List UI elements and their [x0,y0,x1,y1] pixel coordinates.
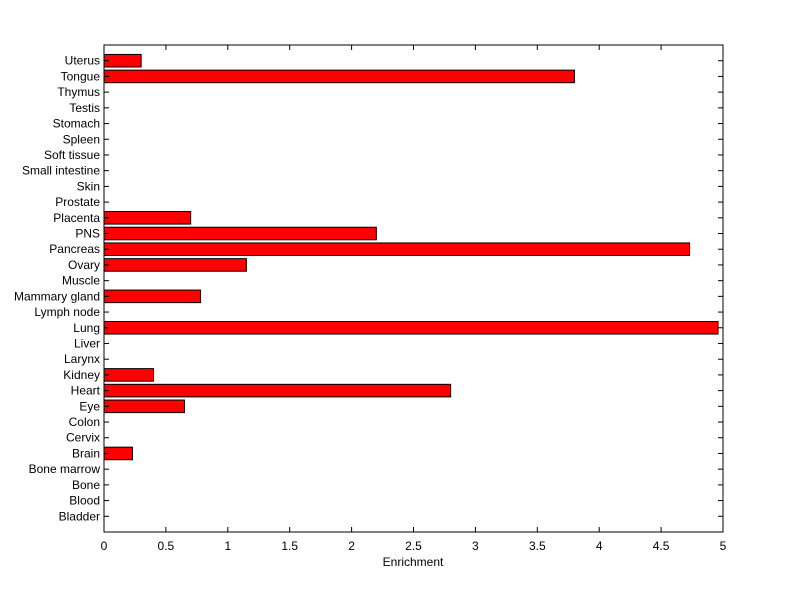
y-tick-label: PNS [75,227,100,241]
y-tick-label: Muscle [62,274,100,288]
y-tick-label: Lung [73,321,100,335]
axes-box [103,44,724,533]
y-tick-label: Larynx [64,352,100,366]
bar [103,289,202,304]
bar [103,69,575,84]
y-tick-label: Liver [74,336,100,350]
y-tick-label: Small intestine [22,164,100,178]
bar [103,242,691,257]
x-tick-label: 1 [224,539,231,553]
bar [103,226,377,241]
x-tick-label: 1.5 [281,539,298,553]
plot-area [104,45,723,532]
y-tick-label: Mammary gland [14,289,100,303]
bar [103,53,142,68]
y-tick-label: Lymph node [34,305,100,319]
y-tick-label: Colon [69,415,100,429]
bar [103,399,185,414]
x-axis-label: Enrichment [383,555,444,569]
y-tick-label: Eye [79,399,100,413]
x-tick-label: 3 [472,539,479,553]
y-tick-label: Prostate [55,195,100,209]
bar [103,320,719,335]
y-tick-label: Spleen [63,132,100,146]
x-tick-label: 4 [596,539,603,553]
bar [103,368,155,382]
y-tick-label: Bone marrow [29,462,101,476]
x-tick-label: 5 [720,539,727,553]
y-tick-label: Kidney [63,368,100,382]
bar [103,211,192,225]
y-tick-label: Stomach [53,117,100,131]
y-tick-label: Testis [69,101,100,115]
y-tick-label: Skin [77,179,100,193]
y-tick-label: Uterus [65,54,100,68]
x-tick-label: 2 [348,539,355,553]
y-tick-label: Bone [72,478,100,492]
y-tick-label: Pancreas [49,242,100,256]
bar [103,383,452,398]
y-tick-label: Blood [69,494,100,508]
y-tick-label: Tongue [61,69,101,83]
bar [103,258,247,272]
y-tick-label: Cervix [66,431,100,445]
x-tick-label: 4.5 [653,539,670,553]
x-tick-label: 2.5 [405,539,422,553]
y-tick-label: Brain [72,446,100,460]
x-tick-label: 0 [101,539,108,553]
y-tick-label: Heart [71,384,101,398]
y-tick-label: Thymus [57,85,100,99]
y-tick-label: Ovary [68,258,100,272]
x-tick-label: 3.5 [529,539,546,553]
y-tick-label: Bladder [59,509,100,523]
y-tick-label: Placenta [53,211,100,225]
x-tick-label: 0.5 [158,539,175,553]
y-tick-label: Soft tissue [44,148,100,162]
